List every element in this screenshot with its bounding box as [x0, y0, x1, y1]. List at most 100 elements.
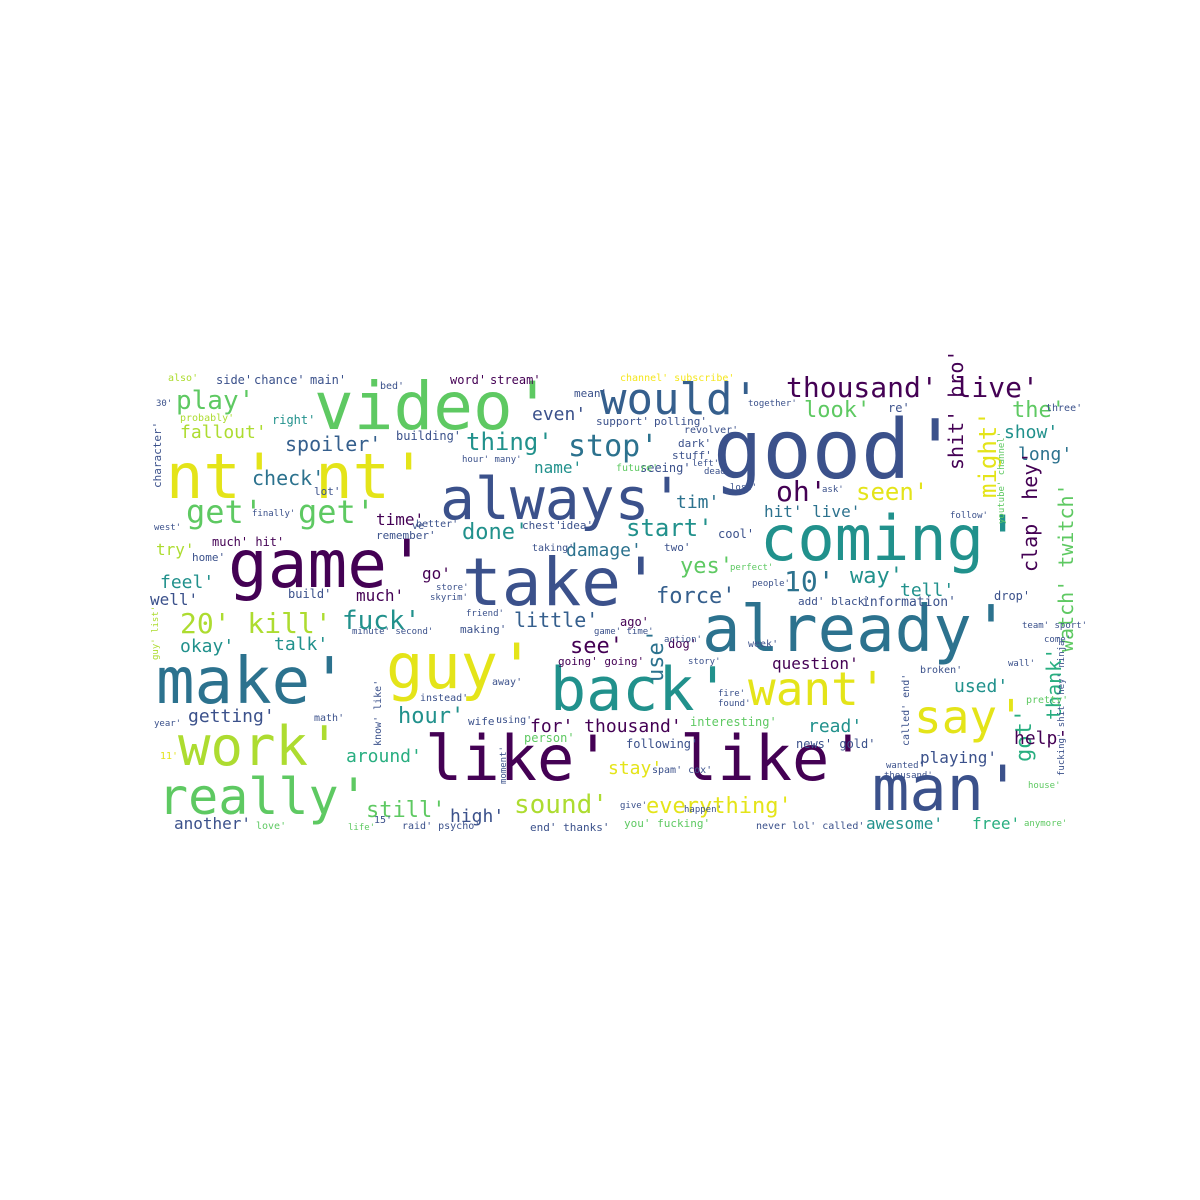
word-math: math'	[314, 713, 345, 724]
word-force: force'	[656, 584, 736, 609]
word-fallout: fallout'	[180, 422, 267, 443]
word-youtube-channel: youtube' channel'	[997, 431, 1007, 524]
word-even: even'	[532, 404, 587, 425]
word-found: found'	[718, 699, 751, 709]
word-skyrim: skyrim'	[430, 593, 468, 603]
word-guy-list: guy' list'	[151, 605, 161, 660]
word-eleven: 11'	[160, 751, 179, 762]
word-around: around'	[346, 746, 422, 767]
word-making: making'	[460, 623, 507, 636]
word-never-lol-called: never lol' called'	[756, 821, 865, 832]
word-also: also'	[168, 373, 199, 384]
word-way: way'	[850, 564, 903, 589]
word-back: back'	[550, 655, 731, 725]
word-ask: ask'	[822, 485, 844, 495]
word-broken: broken'	[920, 665, 963, 676]
word-friend: friend'	[466, 609, 504, 619]
word-thing: thing'	[466, 428, 553, 456]
word-cloud: good' coming' already' like' like' take'…	[150, 350, 1087, 840]
word-dead: dead'	[704, 467, 732, 477]
word-lot: lot'	[314, 485, 341, 498]
word-seen: seen'	[856, 478, 929, 506]
word-show: show'	[1004, 422, 1059, 443]
word-fire: fire'	[718, 689, 746, 699]
word-time: time'	[376, 510, 425, 529]
word-revolver: revolver'	[684, 425, 739, 436]
word-chance: chance'	[254, 373, 305, 387]
word-take: take'	[462, 544, 661, 621]
word-thousand-2: thousand'	[884, 771, 933, 781]
word-together: together'	[748, 399, 797, 409]
word-going-going: going' going'	[558, 655, 645, 668]
word-hour-many: hour' many'	[462, 455, 522, 465]
word-get-2: get'	[298, 493, 376, 531]
word-support-polling: support'	[596, 415, 649, 428]
word-cool: cool'	[718, 527, 755, 541]
word-question: question'	[772, 654, 859, 673]
word-news-gold: news' gold'	[796, 737, 876, 751]
word-give: give'	[620, 801, 648, 811]
word-action: action'	[664, 635, 702, 645]
word-fucking-shit-hey-ninja: fucking' shit' hey' ninja'	[1057, 635, 1067, 776]
word-little: little'	[514, 608, 599, 632]
word-video: video'	[314, 368, 553, 445]
word-game-time: game' time'	[594, 627, 654, 637]
word-word: word'	[450, 373, 487, 387]
word-remember: remember'	[376, 529, 436, 542]
word-start: start'	[626, 514, 713, 542]
word-west: west'	[154, 523, 182, 533]
word-like-2: like'	[680, 722, 867, 795]
word-clap-hey: clap' hey'	[1018, 451, 1042, 572]
word-high: high'	[450, 806, 505, 827]
word-year: year'	[154, 719, 182, 729]
word-seeing: seeing'	[640, 461, 691, 475]
word-perfect: perfect'	[730, 563, 774, 573]
word-say: say'	[914, 690, 1025, 744]
word-make: make'	[156, 645, 349, 719]
word-better: better'	[416, 519, 459, 530]
word-finally: finally'	[252, 509, 296, 519]
word-information: information'	[862, 595, 956, 610]
word-interesting: interesting'	[690, 715, 777, 729]
word-already: already'	[702, 593, 1011, 667]
word-story: story'	[688, 657, 721, 667]
word-wife: wife'	[468, 715, 502, 728]
word-instead: instead'	[420, 693, 469, 704]
word-want: want'	[748, 662, 887, 716]
word-fuck: fuck'	[342, 606, 421, 636]
word-sound: sound'	[514, 790, 608, 820]
word-dog: dog'	[668, 637, 697, 651]
word-moment: moment'	[499, 746, 509, 784]
word-hit-live: hit' live'	[764, 502, 861, 521]
word-ve: ve'	[412, 521, 431, 532]
word-name: name'	[534, 458, 583, 477]
word-bed: bed'	[380, 381, 405, 392]
word-follow: follow'	[950, 511, 988, 521]
word-fifteen: 15'	[374, 815, 393, 826]
word-week: week'	[748, 639, 779, 650]
word-good: good'	[713, 403, 960, 498]
word-stay: stay'	[608, 758, 663, 779]
word-yes: yes'	[680, 554, 733, 579]
word-taking: taking'	[532, 543, 575, 554]
word-look: look'	[804, 398, 871, 423]
word-thirty: 30'	[156, 399, 173, 409]
word-come: come'	[1044, 635, 1072, 645]
word-for-thousand: for' thousand'	[530, 716, 682, 737]
word-dark: dark'	[678, 437, 712, 450]
word-life: life'	[348, 823, 376, 833]
word-well: well'	[150, 590, 199, 609]
word-anymore: anymore'	[1024, 819, 1068, 829]
word-chest: chest'	[522, 519, 562, 532]
word-future: future'	[616, 463, 659, 474]
word-character: character'	[151, 421, 164, 488]
word-stream: stream'	[490, 373, 541, 387]
word-stop: stop'	[568, 429, 659, 464]
word-always: always'	[440, 465, 685, 533]
word-left: left'	[692, 459, 720, 469]
word-minute-second: minute' second'	[352, 627, 434, 637]
word-build: build'	[288, 587, 332, 601]
word-main: main'	[310, 373, 347, 387]
word-you-fucking: you' fucking'	[624, 817, 711, 830]
word-store: store'	[436, 583, 469, 593]
